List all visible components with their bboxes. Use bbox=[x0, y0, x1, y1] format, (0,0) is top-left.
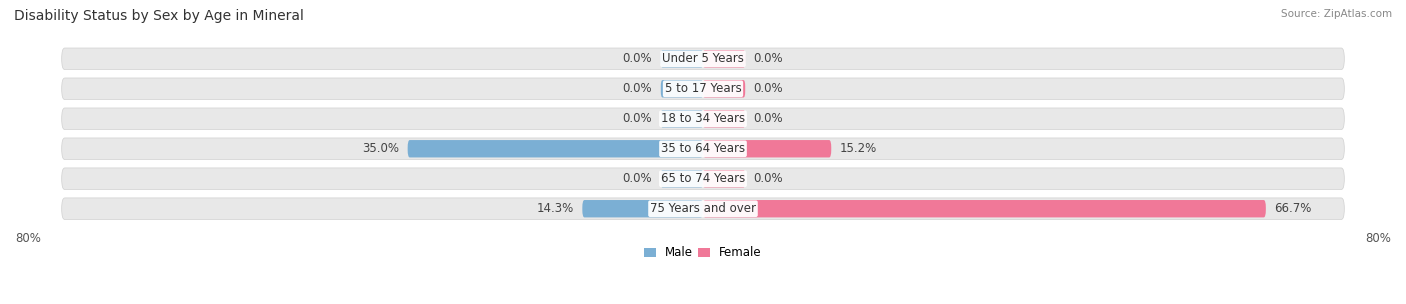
FancyBboxPatch shape bbox=[582, 200, 703, 217]
FancyBboxPatch shape bbox=[408, 140, 703, 157]
Text: 66.7%: 66.7% bbox=[1274, 202, 1312, 215]
FancyBboxPatch shape bbox=[703, 200, 1265, 217]
Text: 0.0%: 0.0% bbox=[754, 112, 783, 125]
Text: 0.0%: 0.0% bbox=[754, 52, 783, 65]
FancyBboxPatch shape bbox=[703, 80, 745, 98]
FancyBboxPatch shape bbox=[62, 108, 1344, 130]
FancyBboxPatch shape bbox=[661, 50, 703, 67]
Text: 5 to 17 Years: 5 to 17 Years bbox=[665, 82, 741, 95]
FancyBboxPatch shape bbox=[661, 80, 703, 98]
FancyBboxPatch shape bbox=[703, 110, 745, 127]
FancyBboxPatch shape bbox=[62, 48, 1344, 70]
Text: 0.0%: 0.0% bbox=[623, 82, 652, 95]
Text: 15.2%: 15.2% bbox=[839, 142, 877, 155]
Text: 65 to 74 Years: 65 to 74 Years bbox=[661, 172, 745, 185]
FancyBboxPatch shape bbox=[62, 168, 1344, 189]
Text: 0.0%: 0.0% bbox=[623, 52, 652, 65]
FancyBboxPatch shape bbox=[661, 110, 703, 127]
Text: 0.0%: 0.0% bbox=[623, 112, 652, 125]
FancyBboxPatch shape bbox=[703, 140, 831, 157]
Text: 0.0%: 0.0% bbox=[754, 82, 783, 95]
FancyBboxPatch shape bbox=[703, 50, 745, 67]
Legend: Male, Female: Male, Female bbox=[640, 241, 766, 264]
FancyBboxPatch shape bbox=[703, 170, 745, 188]
Text: 35.0%: 35.0% bbox=[363, 142, 399, 155]
Text: 14.3%: 14.3% bbox=[537, 202, 574, 215]
Text: 18 to 34 Years: 18 to 34 Years bbox=[661, 112, 745, 125]
Text: Disability Status by Sex by Age in Mineral: Disability Status by Sex by Age in Miner… bbox=[14, 9, 304, 23]
Text: 75 Years and over: 75 Years and over bbox=[650, 202, 756, 215]
FancyBboxPatch shape bbox=[62, 198, 1344, 219]
Text: 0.0%: 0.0% bbox=[754, 172, 783, 185]
Text: 35 to 64 Years: 35 to 64 Years bbox=[661, 142, 745, 155]
FancyBboxPatch shape bbox=[661, 170, 703, 188]
Text: Under 5 Years: Under 5 Years bbox=[662, 52, 744, 65]
Text: Source: ZipAtlas.com: Source: ZipAtlas.com bbox=[1281, 9, 1392, 19]
FancyBboxPatch shape bbox=[62, 138, 1344, 160]
FancyBboxPatch shape bbox=[62, 78, 1344, 100]
Text: 0.0%: 0.0% bbox=[623, 172, 652, 185]
